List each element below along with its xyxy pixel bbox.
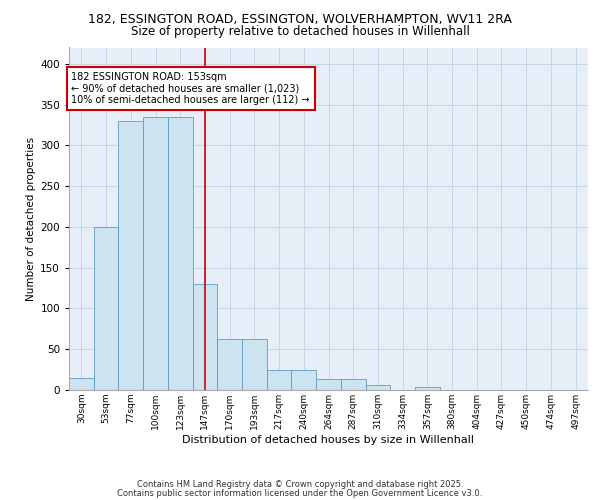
Bar [69, 378, 94, 390]
Bar [118, 121, 143, 390]
Bar [193, 284, 217, 390]
Bar [415, 386, 440, 390]
Bar [168, 117, 193, 390]
Y-axis label: Number of detached properties: Number of detached properties [26, 136, 36, 301]
Bar [143, 117, 168, 390]
Text: Contains public sector information licensed under the Open Government Licence v3: Contains public sector information licen… [118, 489, 482, 498]
Bar [365, 385, 390, 390]
Text: Contains HM Land Registry data © Crown copyright and database right 2025.: Contains HM Land Registry data © Crown c… [137, 480, 463, 489]
Bar [316, 380, 341, 390]
Bar [242, 340, 267, 390]
Text: Size of property relative to detached houses in Willenhall: Size of property relative to detached ho… [131, 25, 469, 38]
Bar [292, 370, 316, 390]
Text: 182 ESSINGTON ROAD: 153sqm
← 90% of detached houses are smaller (1,023)
10% of s: 182 ESSINGTON ROAD: 153sqm ← 90% of deta… [71, 72, 310, 105]
Bar [267, 370, 292, 390]
Bar [217, 340, 242, 390]
X-axis label: Distribution of detached houses by size in Willenhall: Distribution of detached houses by size … [182, 434, 475, 444]
Text: 182, ESSINGTON ROAD, ESSINGTON, WOLVERHAMPTON, WV11 2RA: 182, ESSINGTON ROAD, ESSINGTON, WOLVERHA… [88, 12, 512, 26]
Bar [94, 227, 118, 390]
Bar [341, 380, 365, 390]
